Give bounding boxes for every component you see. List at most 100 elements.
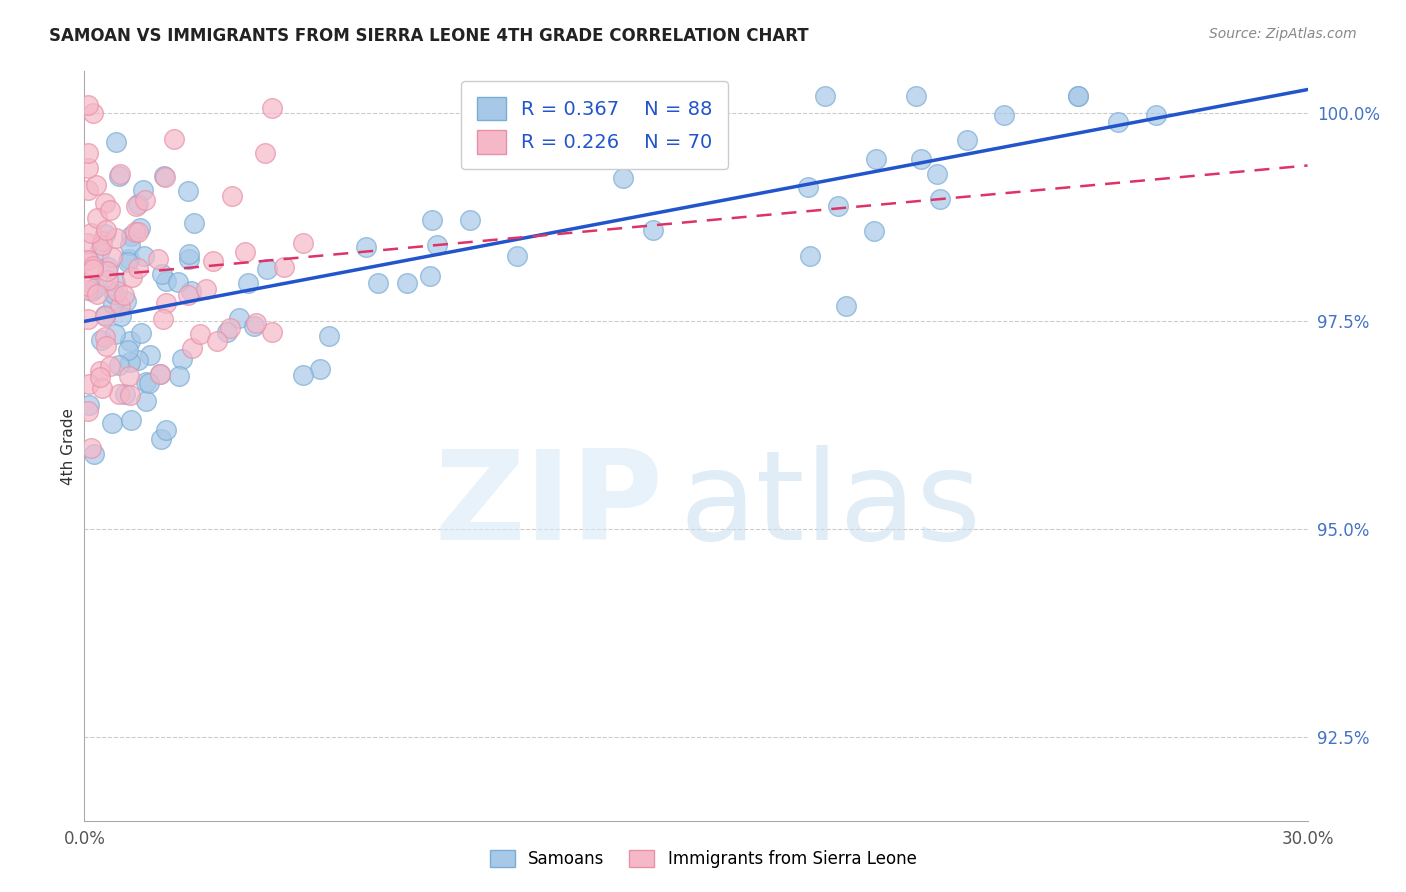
Point [86,286,108,301]
Point [77,377,100,392]
Point [167,369,190,384]
Point [155,296,177,310]
Point [419,268,441,283]
Point [420,213,443,227]
Point [79,398,101,412]
Point [1067,89,1090,103]
Point [927,167,949,181]
Point [166,276,188,290]
Point [291,235,314,250]
Point [108,387,131,401]
Point [93,309,115,323]
Point [105,230,128,244]
Point [993,108,1015,122]
Point [124,199,146,213]
Point [135,375,157,389]
Point [93,196,115,211]
Point [105,284,128,298]
Point [150,432,173,446]
Point [89,243,111,257]
Point [80,442,103,456]
Point [180,341,202,355]
Point [118,388,141,402]
Point [120,334,142,348]
Point [367,276,389,290]
Point [127,225,149,239]
Point [641,222,664,236]
Point [101,416,124,430]
Text: SAMOAN VS IMMIGRANTS FROM SIERRA LEONE 4TH GRADE CORRELATION CHART: SAMOAN VS IMMIGRANTS FROM SIERRA LEONE 4… [49,27,808,45]
Point [82,106,104,120]
Point [138,376,160,390]
Point [128,221,150,235]
Point [797,179,820,194]
Point [77,404,100,418]
Point [94,222,117,236]
Point [292,368,315,382]
Point [426,238,449,252]
Point [201,254,224,268]
Point [1066,89,1088,103]
Point [243,319,266,334]
Point [221,189,243,203]
Point [121,270,143,285]
Point [77,279,100,293]
Point [177,247,200,261]
Point [105,135,128,149]
Point [127,197,149,211]
Point [117,255,139,269]
Point [77,183,100,197]
Point [195,282,218,296]
Point [395,276,418,290]
Point [273,260,295,274]
Point [177,288,200,302]
Point [94,227,117,241]
Point [256,262,278,277]
Point [155,169,177,184]
Point [834,299,856,313]
Point [104,275,127,289]
Point [82,285,104,299]
Point [97,273,120,287]
Point [814,89,837,103]
Point [120,412,142,426]
Point [86,211,108,226]
Point [89,370,111,384]
Point [124,226,146,240]
Point [910,152,932,166]
Point [101,297,124,311]
Point [120,228,142,243]
Point [612,170,634,185]
Point [865,152,887,166]
Point [94,339,117,353]
Point [77,145,100,160]
Point [218,320,240,334]
Point [217,326,239,340]
Point [260,325,283,339]
Point [89,364,111,378]
Text: atlas: atlas [679,445,981,566]
Point [83,280,105,294]
Point [163,132,186,146]
Point [506,249,529,263]
Point [153,169,176,183]
Point [77,283,100,297]
Point [183,216,205,230]
Point [576,130,599,145]
Point [107,169,129,183]
Point [179,252,201,266]
Point [180,284,202,298]
Point [354,240,377,254]
Point [152,312,174,326]
Point [245,316,267,330]
Point [318,329,340,343]
Point [134,193,156,207]
Point [127,353,149,368]
Point [77,253,100,268]
Point [83,447,105,461]
Point [104,326,127,341]
Point [238,276,260,290]
Point [77,97,100,112]
Point [260,102,283,116]
Point [91,235,114,249]
